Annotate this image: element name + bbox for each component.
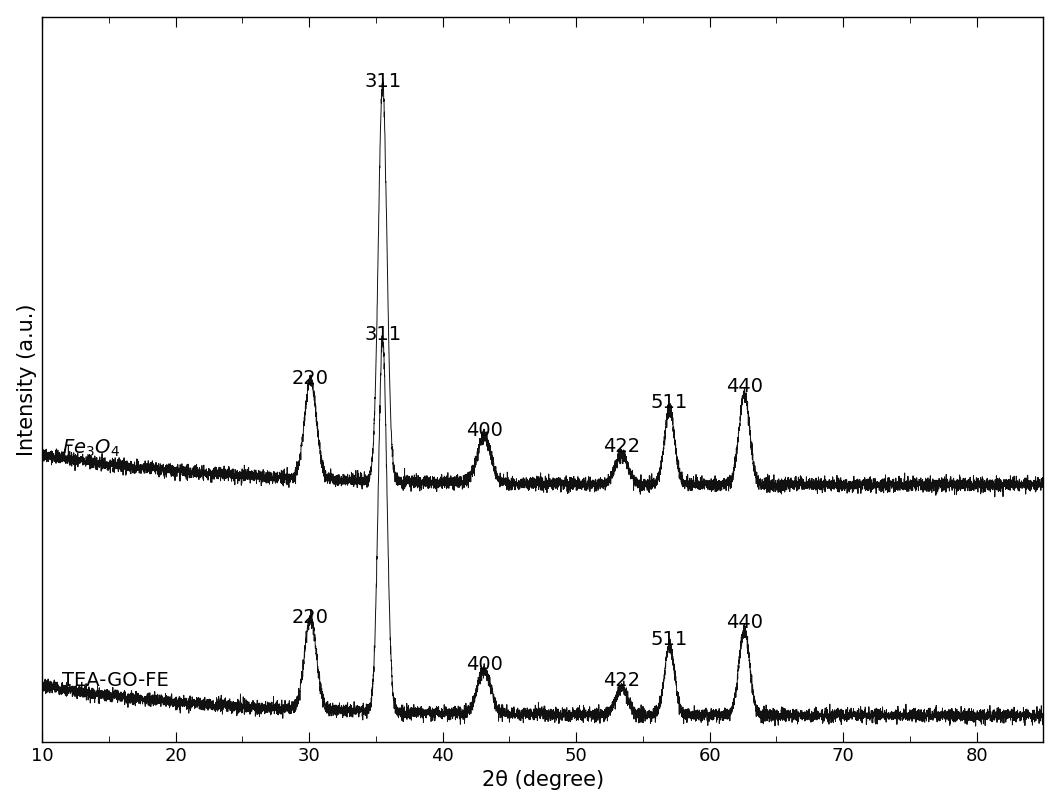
Text: 422: 422 bbox=[603, 437, 640, 456]
Text: TEA-GO-FE: TEA-GO-FE bbox=[63, 671, 169, 690]
Text: 220: 220 bbox=[292, 608, 329, 626]
Y-axis label: Intensity (a.u.): Intensity (a.u.) bbox=[17, 303, 37, 455]
Text: 400: 400 bbox=[465, 655, 502, 675]
Text: 422: 422 bbox=[603, 671, 640, 690]
Text: 440: 440 bbox=[726, 613, 763, 632]
Text: 511: 511 bbox=[651, 393, 688, 412]
Text: 400: 400 bbox=[465, 420, 502, 440]
Text: 311: 311 bbox=[364, 324, 401, 344]
Text: Fe$_3$O$_4$: Fe$_3$O$_4$ bbox=[63, 437, 120, 459]
Text: 220: 220 bbox=[292, 369, 329, 387]
X-axis label: 2θ (degree): 2θ (degree) bbox=[481, 771, 604, 790]
Text: 440: 440 bbox=[726, 377, 763, 395]
Text: 511: 511 bbox=[651, 629, 688, 649]
Text: 311: 311 bbox=[364, 72, 401, 91]
